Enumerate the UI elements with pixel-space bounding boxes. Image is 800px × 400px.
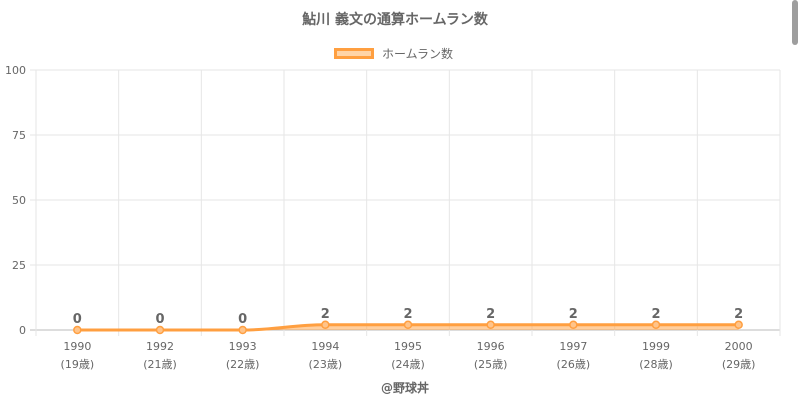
data-label: 0 bbox=[155, 312, 164, 327]
data-point bbox=[569, 320, 578, 330]
data-label: 2 bbox=[403, 307, 412, 322]
x-tick-label: 1992 bbox=[146, 340, 174, 353]
x-tick-label: 1994 bbox=[311, 340, 339, 353]
x-tick-sublabel: (28歳) bbox=[639, 358, 673, 371]
x-tick-label: 1997 bbox=[559, 340, 587, 353]
credit-label: @野球丼 bbox=[380, 381, 429, 395]
legend-label: ホームラン数 bbox=[382, 47, 454, 61]
data-point bbox=[486, 320, 495, 330]
y-tick-label: 100 bbox=[5, 64, 26, 77]
x-tick-sublabel: (21歳) bbox=[143, 358, 177, 371]
legend-swatch bbox=[334, 48, 374, 59]
data-label: 2 bbox=[321, 307, 330, 322]
x-tick-sublabel: (26歳) bbox=[557, 358, 591, 371]
y-tick-label: 0 bbox=[19, 324, 26, 337]
x-tick-label: 2000 bbox=[725, 340, 753, 353]
chart-title: 鮎川 義文の通算ホームラン数 bbox=[302, 12, 488, 28]
y-tick-label: 25 bbox=[12, 259, 26, 272]
x-tick-label: 1995 bbox=[394, 340, 422, 353]
data-label: 2 bbox=[651, 307, 660, 322]
data-point bbox=[403, 320, 413, 330]
data-point bbox=[238, 325, 247, 335]
data-point bbox=[73, 325, 82, 335]
y-tick-label: 50 bbox=[12, 194, 26, 207]
data-label: 0 bbox=[73, 312, 82, 327]
x-tick-sublabel: (19歳) bbox=[61, 358, 95, 371]
data-label: 2 bbox=[569, 307, 578, 322]
data-label: 0 bbox=[238, 312, 247, 327]
x-tick-sublabel: (23歳) bbox=[309, 358, 343, 371]
data-label: 2 bbox=[734, 307, 743, 322]
data-point bbox=[734, 320, 743, 330]
data-point bbox=[155, 325, 165, 335]
scrollbar[interactable] bbox=[792, 0, 798, 45]
x-tick-sublabel: (29歳) bbox=[722, 358, 756, 371]
x-tick-sublabel: (25歳) bbox=[474, 358, 508, 371]
x-tick-label: 1993 bbox=[229, 340, 257, 353]
data-point bbox=[651, 320, 661, 330]
x-tick-label: 1999 bbox=[642, 340, 670, 353]
legend[interactable]: ホームラン数 bbox=[334, 45, 453, 62]
data-point bbox=[321, 320, 330, 330]
x-tick-sublabel: (22歳) bbox=[226, 358, 260, 371]
data-label: 2 bbox=[486, 307, 495, 322]
x-tick-label: 1990 bbox=[63, 340, 91, 353]
x-tick-sublabel: (24歳) bbox=[391, 358, 425, 371]
y-tick-label: 75 bbox=[12, 129, 26, 142]
x-tick-label: 1996 bbox=[477, 340, 505, 353]
